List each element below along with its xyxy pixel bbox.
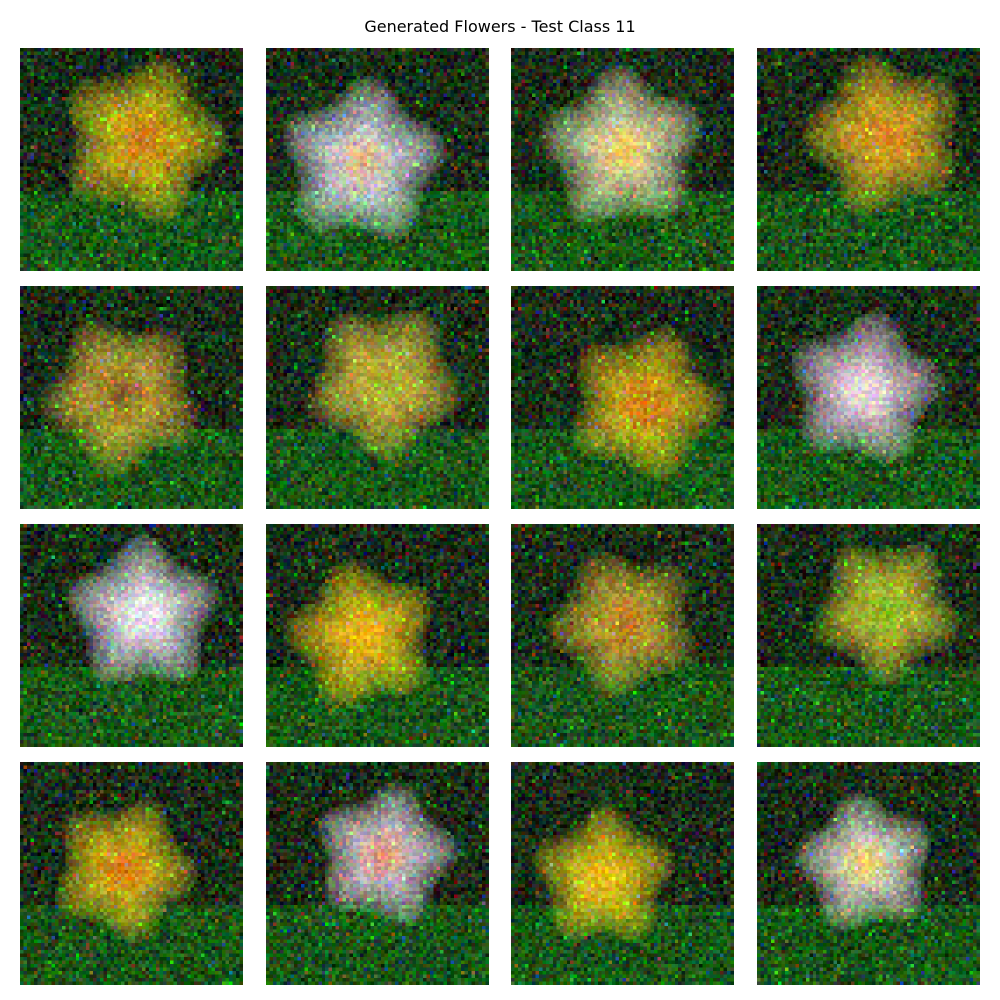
- generated-flower-sample: [266, 762, 489, 985]
- generated-flower-sample: [511, 48, 734, 271]
- flower-image: [20, 524, 243, 747]
- flower-image: [511, 524, 734, 747]
- generated-flower-sample: [511, 762, 734, 985]
- flower-image: [266, 762, 489, 985]
- flower-image: [20, 762, 243, 985]
- generated-flower-sample: [266, 48, 489, 271]
- figure-title: Generated Flowers - Test Class 11: [364, 17, 636, 36]
- flower-image: [20, 286, 243, 509]
- generated-flower-sample: [757, 524, 980, 747]
- generated-flower-sample: [20, 48, 243, 271]
- flower-image: [266, 286, 489, 509]
- flower-image: [757, 762, 980, 985]
- flower-image: [757, 48, 980, 271]
- flower-image: [266, 48, 489, 271]
- generated-flower-sample: [757, 48, 980, 271]
- generated-flower-sample: [266, 524, 489, 747]
- flower-image: [511, 286, 734, 509]
- generated-flower-sample: [20, 762, 243, 985]
- flower-image: [757, 286, 980, 509]
- flower-image: [757, 524, 980, 747]
- generated-flower-sample: [511, 524, 734, 747]
- generated-flower-sample: [20, 524, 243, 747]
- flower-image: [511, 762, 734, 985]
- flower-image: [511, 48, 734, 271]
- flower-image: [266, 524, 489, 747]
- generated-flower-sample: [266, 286, 489, 509]
- generated-flower-sample: [20, 286, 243, 509]
- flower-image: [20, 48, 243, 271]
- generated-flower-sample: [757, 286, 980, 509]
- generated-flower-sample: [757, 762, 980, 985]
- generated-flower-sample: [511, 286, 734, 509]
